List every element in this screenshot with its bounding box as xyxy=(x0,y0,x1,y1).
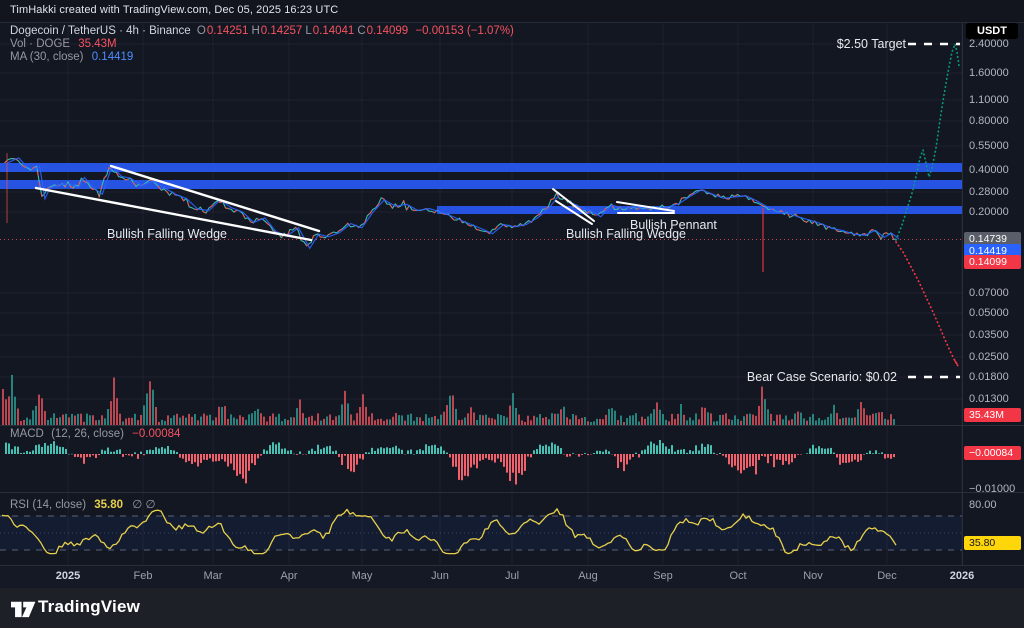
pattern-trendline xyxy=(34,186,313,242)
bear-case-label: Bear Case Scenario: $0.02 xyxy=(746,370,897,384)
price-tick: 0.07000 xyxy=(969,287,1009,299)
pennant-label: Bullish Pennant xyxy=(630,218,717,232)
time-tick-Oct: Oct xyxy=(729,570,747,582)
resistance-band xyxy=(437,206,962,214)
bear-projection xyxy=(895,241,959,367)
ohlc-values: O0.14251 H0.14257 L0.14041 C0.14099 xyxy=(194,25,408,37)
macd-label: MACD xyxy=(10,428,44,440)
price-tick: 0.40000 xyxy=(969,164,1009,176)
symbol-legend-row[interactable]: Dogecoin / TetherUS · 4h · Binance O0.14… xyxy=(10,25,514,37)
macd-value: −0.00084 xyxy=(132,428,181,440)
symbol-title: Dogecoin / TetherUS · 4h · Binance xyxy=(10,25,191,37)
time-tick-Mar: Mar xyxy=(203,570,223,582)
pattern-trendline xyxy=(555,200,593,225)
rsi-label: RSI (14, close) xyxy=(10,499,87,511)
price-tick: 0.20000 xyxy=(969,206,1009,218)
time-tick-2025: 2025 xyxy=(55,570,81,582)
rsi-tick: 80.00 xyxy=(969,499,997,511)
volume-label: Vol · DOGE xyxy=(10,38,71,50)
time-tick-Nov: Nov xyxy=(803,570,823,582)
price-tick: 0.02500 xyxy=(969,351,1009,363)
price-tick: 0.80000 xyxy=(969,115,1009,127)
bull-projection xyxy=(895,41,960,241)
price-target-label: $2.50 Target xyxy=(836,37,906,51)
time-tick-May: May xyxy=(351,570,373,582)
time-tick-Aug: Aug xyxy=(578,570,598,582)
time-tick-Jun: Jun xyxy=(431,570,449,582)
last-price-badge: 0.14099 xyxy=(964,255,1021,269)
ohlc-key: L xyxy=(305,25,312,37)
ma-label: MA (30, close) xyxy=(10,51,84,63)
ohlc-key: H xyxy=(251,25,260,37)
rsi-value-badge: 35.80 xyxy=(964,536,1021,550)
time-tick-Dec: Dec xyxy=(877,570,897,582)
ma-legend-row[interactable]: MA (30, close) 0.14419 xyxy=(10,51,133,63)
ohlc-value: 0.14257 xyxy=(260,25,303,37)
tradingview-logo-text[interactable]: TradingView xyxy=(38,597,141,616)
resistance-band xyxy=(0,163,962,172)
time-tick-Jul: Jul xyxy=(504,570,520,582)
price-tick: 2.40000 xyxy=(969,38,1009,50)
attribution-bar: TimHakki created with TradingView.com, D… xyxy=(0,0,1024,23)
volume-legend-row[interactable]: Vol · DOGE 35.43M xyxy=(10,38,117,50)
rsi-legend-row[interactable]: RSI (14, close) 35.80 ∅ ∅ xyxy=(10,497,155,511)
ohlc-value: 0.14251 xyxy=(206,25,249,37)
pattern-trendline xyxy=(109,164,321,233)
ohlc-value: 0.14099 xyxy=(366,25,409,37)
price-tick: 0.01800 xyxy=(969,371,1009,383)
price-tick: 0.05000 xyxy=(969,307,1009,319)
ohlc-key: C xyxy=(357,25,366,37)
ohlc-key: O xyxy=(196,25,206,37)
price-tick: 1.10000 xyxy=(969,94,1009,106)
ohlc-value: 0.14041 xyxy=(312,25,355,37)
footer-bar: TradingView xyxy=(0,588,1024,628)
pattern-trendline xyxy=(616,201,675,212)
tradingview-logo-icon[interactable] xyxy=(11,597,37,621)
macd-value-badge: −0.00084 xyxy=(964,446,1021,460)
price-tick: 0.28000 xyxy=(969,186,1009,198)
price-tick: 1.60000 xyxy=(969,67,1009,79)
rsi-hidden-icons: ∅ ∅ xyxy=(132,499,156,511)
time-tick-Apr: Apr xyxy=(280,570,298,582)
macd-legend-row[interactable]: MACD (12, 26, close) −0.00084 xyxy=(10,428,180,440)
time-tick-Sep: Sep xyxy=(653,570,673,582)
rsi-value: 35.80 xyxy=(94,499,124,511)
countdown-price-badge: 0.14739 xyxy=(964,232,1021,246)
currency-unit-button[interactable]: USDT xyxy=(966,23,1018,39)
wedge2-label: Bullish Falling Wedge xyxy=(566,227,686,241)
attribution-text: TimHakki created with TradingView.com, D… xyxy=(10,4,339,16)
volume-badge: 35.43M xyxy=(964,408,1021,422)
change-value: −0.00153 (−1.07%) xyxy=(415,25,514,37)
ma-line xyxy=(7,157,900,250)
price-tick: 0.03500 xyxy=(969,329,1009,341)
rsi-series xyxy=(1,508,897,555)
macd-tick: −0.01000 xyxy=(969,483,1016,495)
ma-price-badge: 0.14419 xyxy=(964,244,1021,258)
price-tick: 0.55000 xyxy=(969,140,1009,152)
time-tick-Feb: Feb xyxy=(133,570,153,582)
time-axis[interactable] xyxy=(0,566,1024,588)
time-tick-2026: 2026 xyxy=(949,570,975,582)
resistance-band xyxy=(0,180,962,189)
ma-value: 0.14419 xyxy=(91,51,134,63)
macd-params: (12, 26, close) xyxy=(51,428,124,440)
price-tick: 0.01300 xyxy=(969,393,1009,405)
volume-value: 35.43M xyxy=(78,38,117,50)
pattern-trendline xyxy=(552,188,595,222)
wedge1-label: Bullish Falling Wedge xyxy=(107,227,227,241)
